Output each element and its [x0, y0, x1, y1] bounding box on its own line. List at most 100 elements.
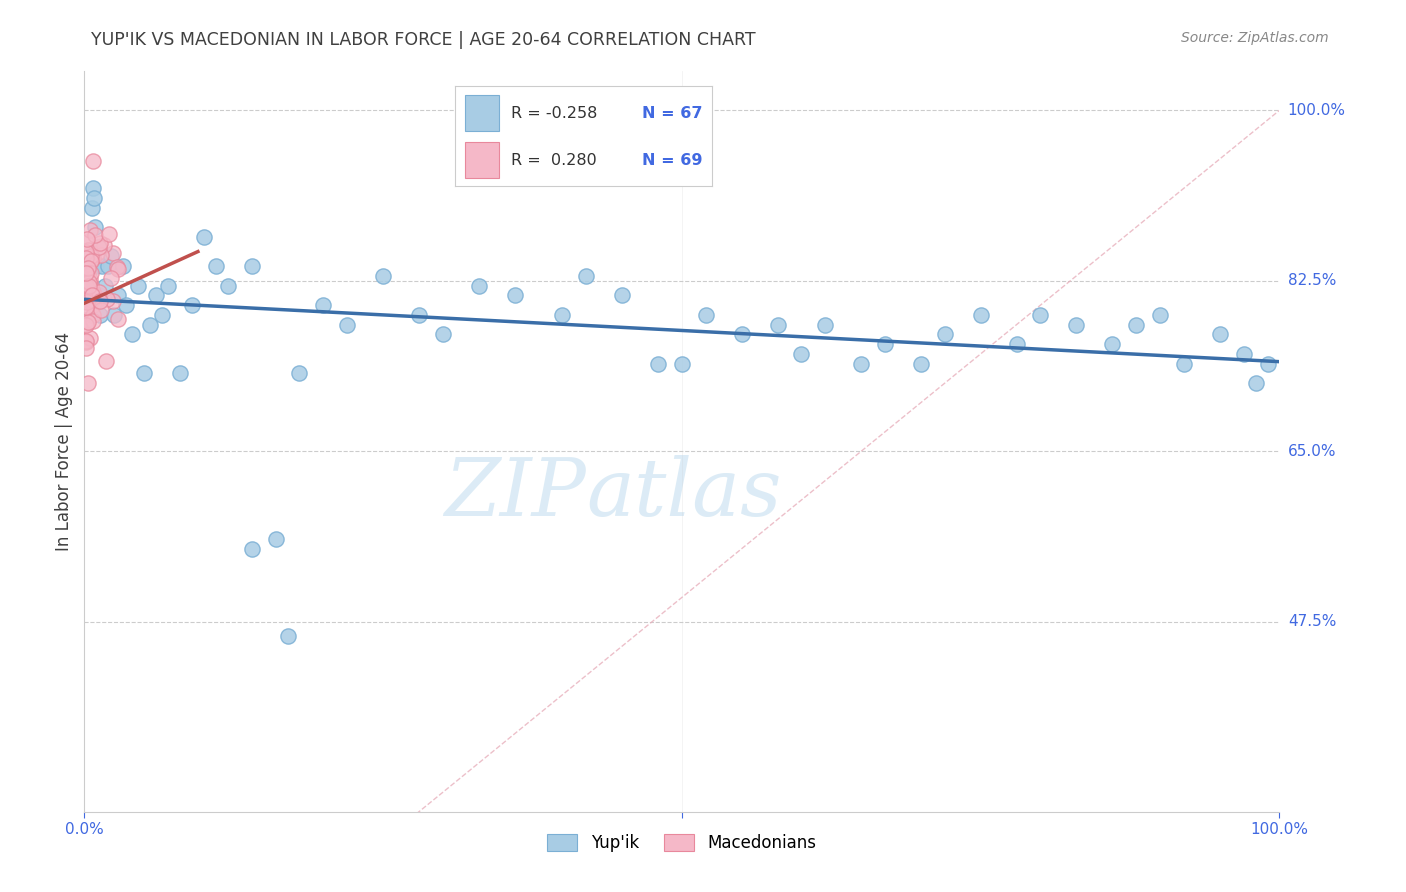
- Point: [86, 259, 108, 273]
- Point: [87, 288, 110, 302]
- Point: [217, 278, 239, 293]
- Point: [76, 293, 98, 308]
- Point: [76, 269, 98, 284]
- Point: [150, 308, 173, 322]
- Point: [115, 298, 138, 312]
- Point: [910, 357, 932, 371]
- Point: [89, 308, 111, 322]
- Point: [1005, 337, 1028, 351]
- Point: [76, 268, 98, 282]
- Point: [77, 315, 100, 329]
- Point: [121, 327, 143, 342]
- Point: [695, 308, 717, 322]
- Point: [277, 629, 299, 643]
- Point: [127, 278, 149, 293]
- Point: [875, 337, 897, 351]
- Point: [75, 286, 97, 301]
- Point: [90, 303, 112, 318]
- Point: [1233, 347, 1256, 361]
- Text: atlas: atlas: [586, 455, 782, 533]
- Point: [75, 334, 97, 348]
- Text: 47.5%: 47.5%: [1288, 615, 1336, 629]
- Point: [575, 268, 598, 283]
- Point: [551, 308, 574, 322]
- Point: [1257, 357, 1279, 371]
- Point: [145, 288, 167, 302]
- Point: [101, 294, 124, 309]
- Point: [86, 245, 108, 260]
- Point: [647, 357, 669, 371]
- Point: [80, 266, 103, 280]
- Text: ZIP: ZIP: [444, 455, 586, 533]
- Point: [100, 250, 122, 264]
- Point: [80, 277, 103, 292]
- Point: [87, 240, 110, 254]
- Point: [432, 327, 454, 342]
- Text: Source: ZipAtlas.com: Source: ZipAtlas.com: [1181, 31, 1329, 45]
- Point: [75, 318, 97, 333]
- Point: [97, 259, 120, 273]
- Point: [101, 245, 124, 260]
- Point: [77, 278, 100, 293]
- Point: [671, 357, 693, 371]
- Point: [1029, 308, 1052, 322]
- Point: [76, 243, 98, 257]
- Point: [76, 231, 98, 245]
- Point: [75, 312, 97, 326]
- Point: [89, 294, 111, 309]
- Point: [1101, 337, 1123, 351]
- Point: [76, 266, 98, 280]
- Point: [97, 227, 120, 241]
- Point: [94, 353, 117, 368]
- Point: [288, 367, 311, 381]
- Point: [87, 285, 110, 299]
- Point: [766, 318, 789, 332]
- Point: [503, 288, 526, 302]
- Point: [79, 223, 101, 237]
- Point: [80, 253, 103, 268]
- Point: [336, 318, 359, 332]
- Point: [107, 312, 129, 326]
- Point: [264, 532, 287, 546]
- Point: [75, 341, 97, 355]
- Point: [75, 251, 97, 265]
- Point: [111, 259, 134, 273]
- Point: [75, 281, 97, 295]
- Point: [76, 245, 98, 260]
- Point: [82, 153, 104, 168]
- Point: [84, 227, 107, 242]
- Point: [851, 357, 873, 371]
- Point: [169, 367, 191, 381]
- Point: [79, 272, 101, 286]
- Point: [84, 220, 107, 235]
- Point: [82, 285, 104, 300]
- Point: [157, 278, 180, 293]
- Point: [1066, 318, 1088, 332]
- Point: [75, 290, 97, 304]
- Point: [75, 289, 97, 303]
- Point: [75, 317, 97, 331]
- Point: [612, 288, 634, 302]
- Point: [105, 260, 128, 274]
- Point: [75, 300, 97, 314]
- Point: [77, 275, 100, 289]
- Point: [86, 240, 108, 254]
- Point: [75, 279, 97, 293]
- Point: [731, 327, 754, 342]
- Point: [89, 235, 111, 250]
- Point: [90, 248, 112, 262]
- Point: [82, 313, 104, 327]
- Text: YUP'IK VS MACEDONIAN IN LABOR FORCE | AGE 20-64 CORRELATION CHART: YUP'IK VS MACEDONIAN IN LABOR FORCE | AG…: [91, 31, 756, 49]
- Point: [107, 261, 129, 276]
- Point: [970, 308, 993, 322]
- Point: [75, 288, 97, 302]
- Point: [312, 298, 335, 312]
- Point: [82, 181, 104, 195]
- Point: [103, 308, 125, 322]
- Point: [77, 257, 100, 271]
- Point: [193, 230, 215, 244]
- Point: [76, 294, 98, 309]
- Point: [84, 293, 107, 308]
- Point: [79, 278, 101, 293]
- Point: [83, 289, 105, 303]
